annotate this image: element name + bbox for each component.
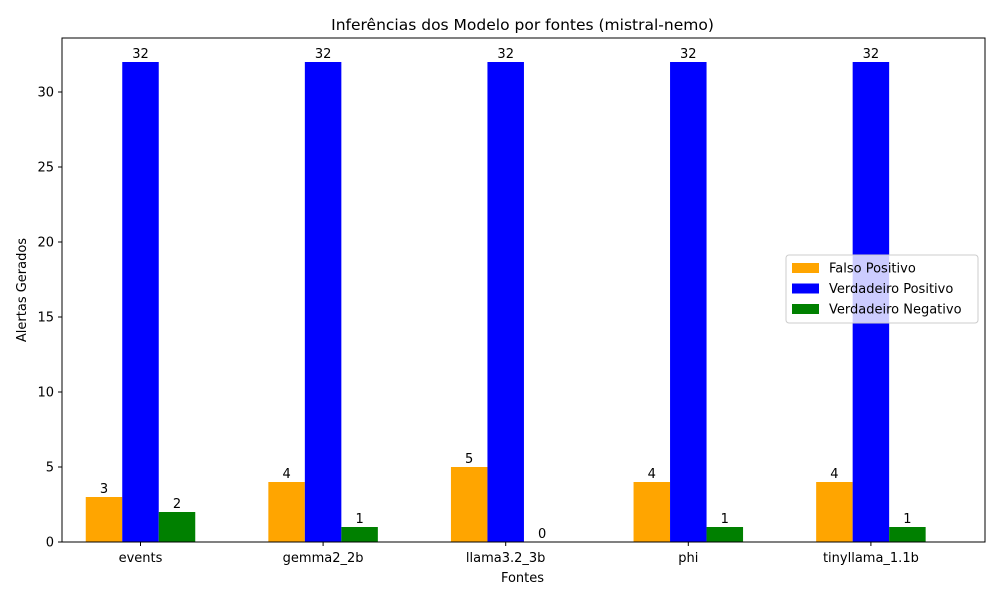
legend: Falso Positivo Verdadeiro Positivo Verdade… <box>785 254 979 324</box>
legend-label: Falso Positivo <box>829 262 916 277</box>
bar-value-label: 32 <box>497 47 514 62</box>
legend-swatch <box>792 263 819 273</box>
bars-group <box>85 62 926 542</box>
bar-value-label: 32 <box>863 47 880 62</box>
x-axis: events gemma2_2b llama3.2_3b phi tinyllama_1… <box>119 542 919 566</box>
bar-value-label: 4 <box>648 467 656 482</box>
value-labels-group: 3 32 2 4 32 1 5 32 0 4 32 1 4 32 1 <box>100 47 912 542</box>
x-axis-label: Fontes <box>501 571 544 586</box>
chart-title: Inferências dos Modelo por fontes (mistr… <box>331 16 714 34</box>
bar <box>670 62 707 542</box>
x-tick-label: llama3.2_3b <box>466 551 546 566</box>
bar <box>341 527 378 542</box>
bar <box>158 512 196 542</box>
legend-label: Verdadeiro Positivo <box>829 282 953 297</box>
x-tick-label: tinyllama_1.1b <box>823 551 919 566</box>
x-tick-label: phi <box>678 551 698 566</box>
bar <box>85 497 123 542</box>
y-tick-label: 10 <box>37 386 54 401</box>
bar-value-label: 2 <box>173 497 181 512</box>
bar-value-label: 1 <box>903 512 911 527</box>
bar-value-label: 4 <box>830 467 838 482</box>
y-tick-label: 15 <box>37 311 54 326</box>
bar-value-label: 3 <box>100 482 108 497</box>
bar-value-label: 4 <box>282 467 290 482</box>
bar-value-label: 32 <box>315 47 332 62</box>
bar-value-label: 0 <box>538 527 546 542</box>
bar <box>304 62 342 542</box>
bar <box>487 62 524 542</box>
x-tick-label: events <box>119 551 163 566</box>
y-tick-label: 5 <box>46 461 54 476</box>
bar <box>450 467 488 542</box>
x-tick-label: gemma2_2b <box>283 551 364 566</box>
bar <box>122 62 159 542</box>
bar-value-label: 32 <box>680 47 697 62</box>
y-tick-label: 25 <box>37 161 54 176</box>
legend-swatch <box>792 304 819 314</box>
bar <box>268 482 305 542</box>
bar <box>816 482 853 542</box>
legend-label: Verdadeiro Negativo <box>829 303 962 318</box>
bar <box>633 482 671 542</box>
bar <box>889 527 926 542</box>
bar-value-label: 5 <box>465 452 473 467</box>
plot-frame <box>61 37 986 543</box>
y-tick-label: 20 <box>37 236 54 251</box>
y-axis-label: Alertas Gerados <box>15 238 30 342</box>
legend-box <box>785 254 979 324</box>
legend-swatch <box>792 283 819 294</box>
y-tick-label: 0 <box>46 536 54 551</box>
bar-value-label: 1 <box>355 512 363 527</box>
y-tick-label: 30 <box>37 86 54 101</box>
y-axis: 0 5 10 15 20 25 30 <box>37 86 62 551</box>
bar-value-label: 32 <box>132 47 149 62</box>
bar <box>706 527 744 542</box>
bar-value-label: 1 <box>721 512 729 527</box>
